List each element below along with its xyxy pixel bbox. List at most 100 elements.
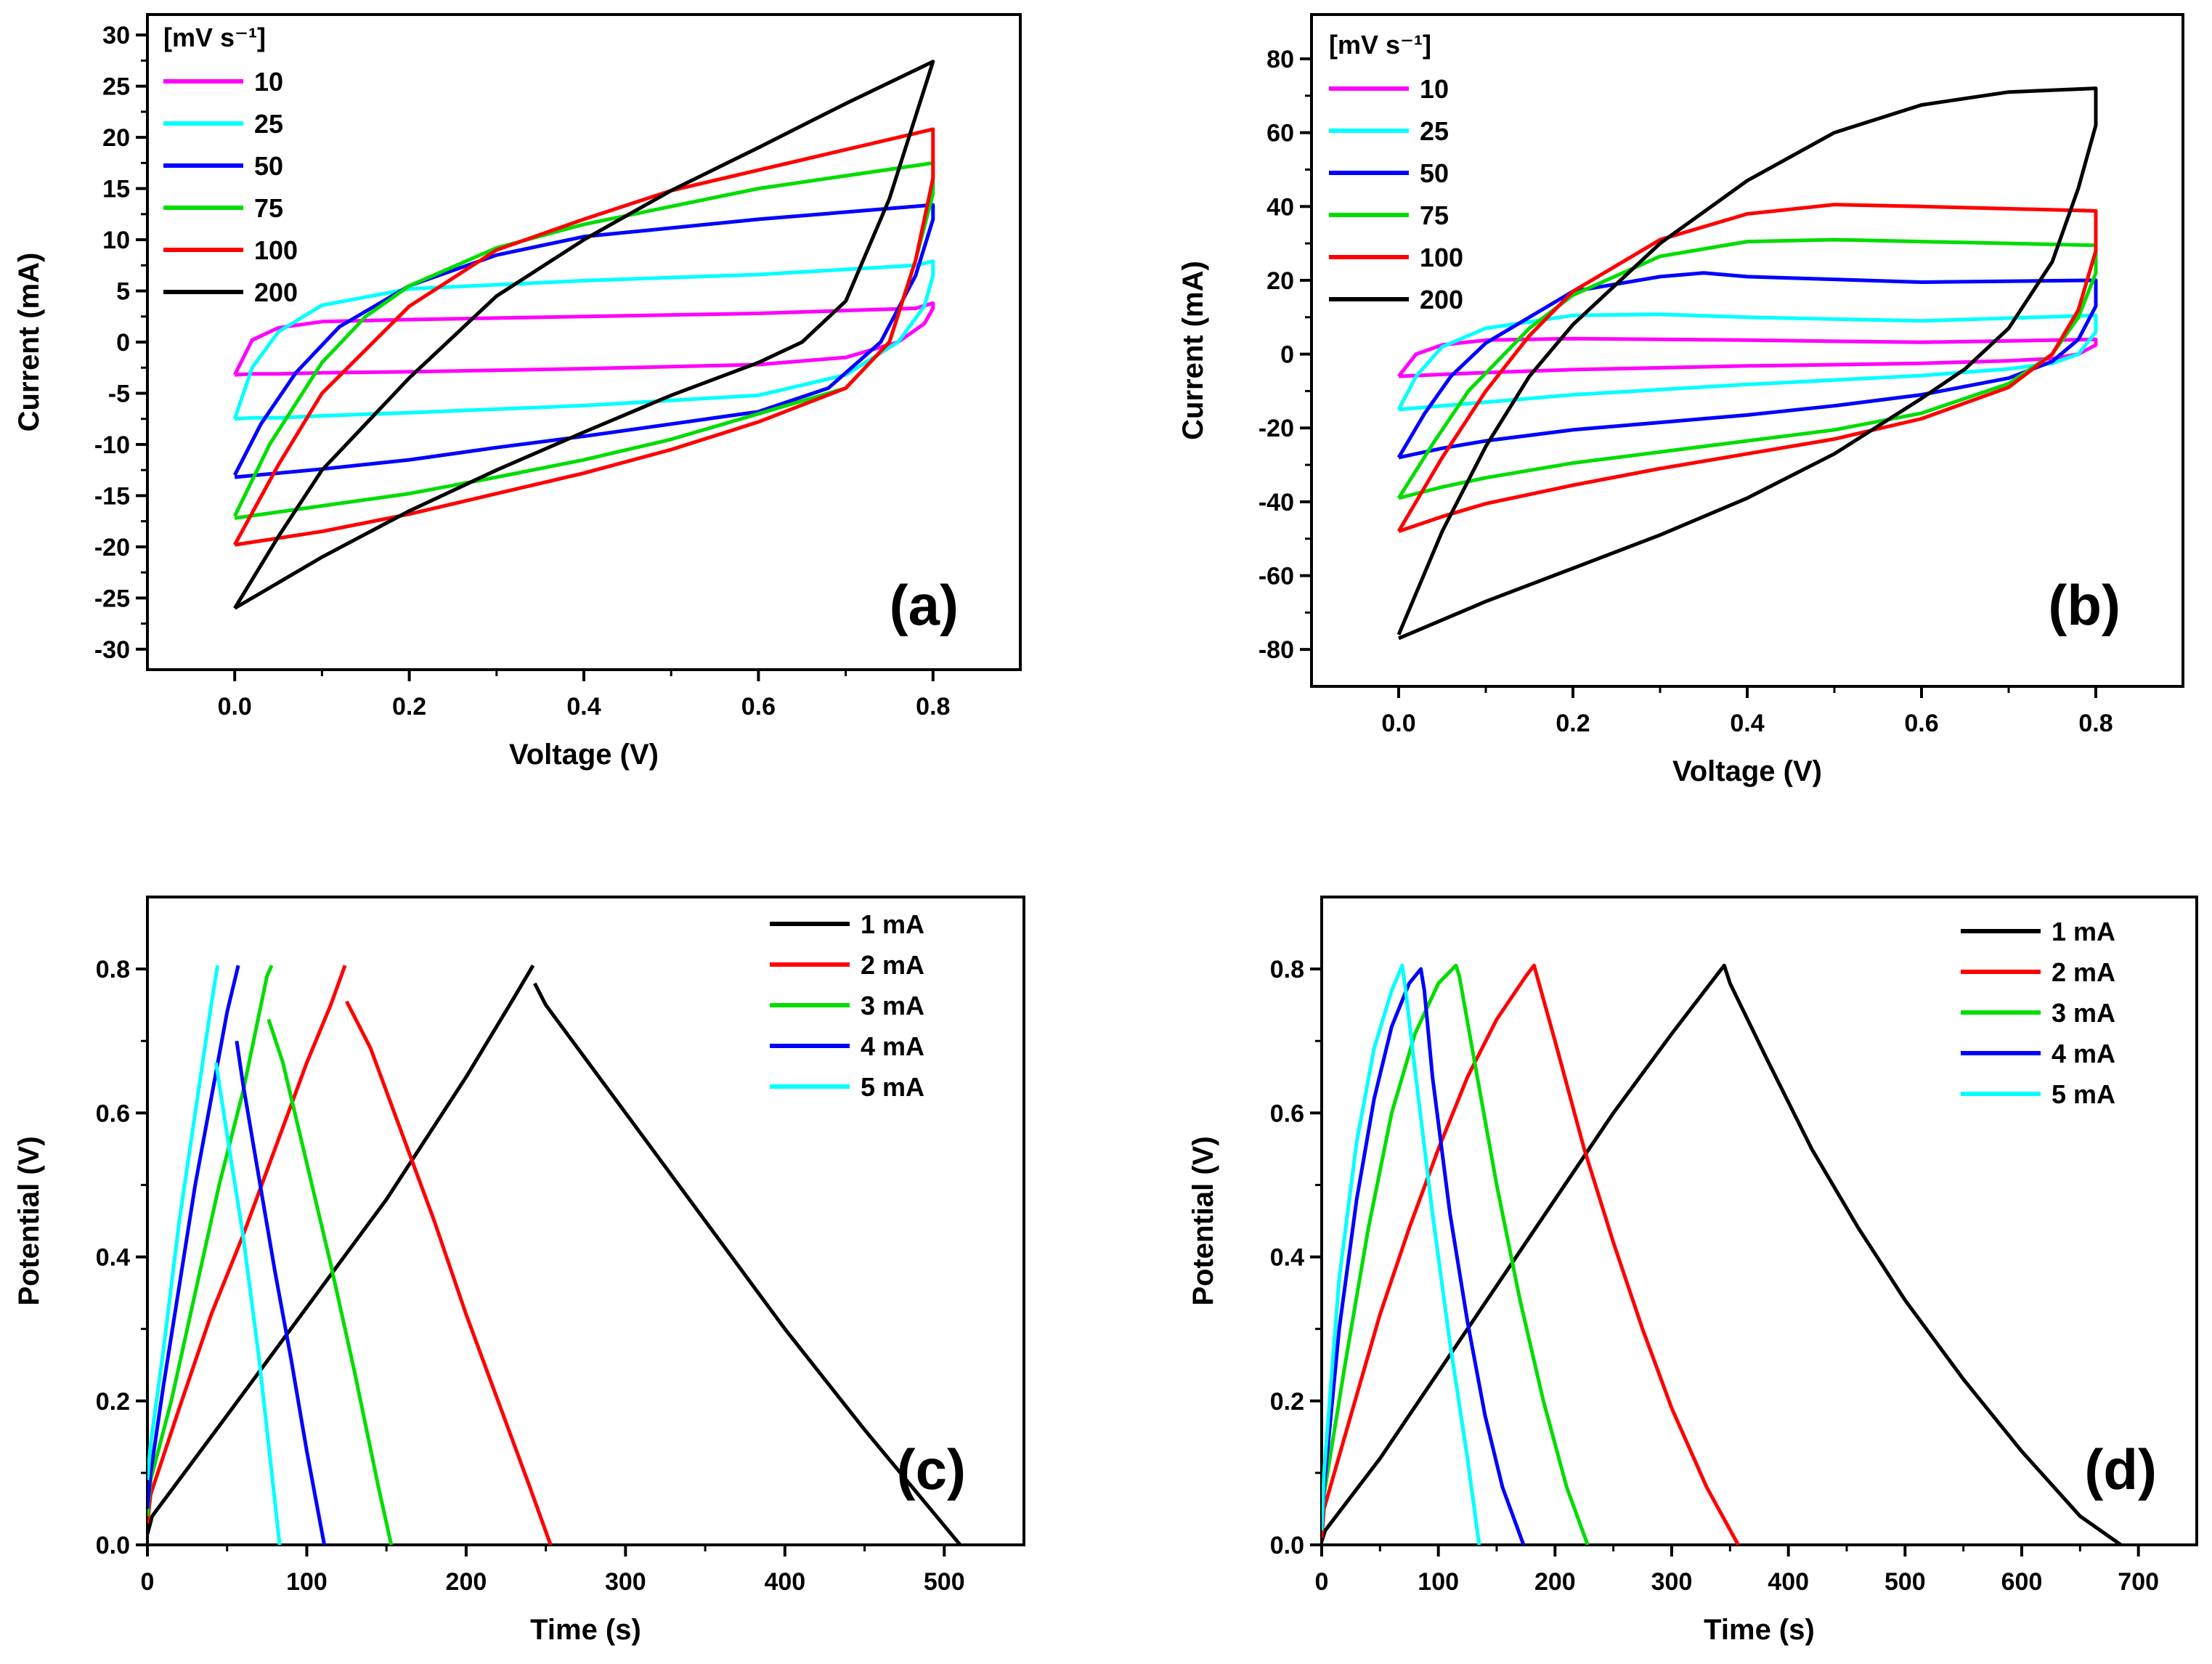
panel-a-series-25 (232, 259, 935, 421)
panel-d-series-5-mA (1322, 963, 1481, 1545)
panel-d-chart: 0 100 200 300 400 500 600 700 0.0 0.2 0.4 0.6 0.8 Tim… (1187, 896, 2198, 1646)
panel-b-x-axis-title: Voltage (V) (1672, 755, 1822, 787)
panel-a-legend-label: 75 (254, 193, 283, 223)
panel-a-y-tick-label: -20 (94, 534, 130, 561)
panel-d-x-tick-label: 200 (1534, 1568, 1576, 1596)
panel-c-series-2-mA (147, 965, 553, 1545)
panel-a-series-75 (232, 161, 935, 520)
panel-c-x-axis-title: Time (s) (530, 1614, 641, 1646)
panel-c-legend-label: 4 mA (861, 1031, 924, 1061)
panel-d-legend-label: 1 mA (2052, 917, 2115, 946)
panel-c-legend-label: 5 mA (861, 1072, 924, 1102)
panel-a-series-100 (233, 127, 935, 547)
panel-c-series-3-mA (147, 965, 394, 1545)
panel-b-series-10 (1397, 336, 2098, 378)
panel-b-legend-label: 100 (1420, 243, 1463, 272)
panel-b-y-tick-label: 0 (1280, 341, 1294, 369)
panel-a-legend-label: 100 (254, 235, 298, 265)
panel-a-x-tick-label: 0.8 (916, 693, 950, 721)
panel-b-legend-title: [mV s⁻¹] (1329, 30, 1431, 60)
panel-c-x-tick-label: 300 (605, 1568, 646, 1596)
panel-a-y-tick-label: 25 (102, 73, 130, 101)
panel-c-x-tick-label: 100 (286, 1568, 328, 1596)
panel-b-y-axis-title: Current (mA) (1177, 261, 1209, 440)
panel-a-series-10 (232, 301, 935, 377)
panel-d-x-tick-label: 400 (1768, 1568, 1809, 1596)
panel-b-legend-label: 200 (1420, 285, 1463, 314)
panel-b-x-tick-label: 0.0 (1381, 710, 1415, 737)
panel-c-y-tick-label: 0.6 (96, 1100, 130, 1127)
panel-b-label: (b) (2048, 573, 2120, 637)
panel-b-y-tick-label: -40 (1259, 489, 1294, 516)
panel-b-y-tick-label: -80 (1259, 636, 1294, 664)
panel-d-plot-frame (1320, 896, 2198, 1546)
panel-d-series-2-mA (1322, 963, 1740, 1545)
panel-d-x-tick-label: 500 (1884, 1568, 1926, 1596)
panel-b-series-50 (1396, 271, 2098, 460)
panel-b-x-tick-label: 0.4 (1730, 710, 1764, 737)
panel-d-y-tick-label: 0.6 (1270, 1100, 1304, 1127)
panel-d-y-tick-label: 0.0 (1270, 1532, 1304, 1559)
panel-d-legend-label: 3 mA (2052, 998, 2115, 1028)
panel-d-series-3-mA (1322, 963, 1590, 1545)
panel-d-label: (d) (2084, 1437, 2157, 1501)
panel-d-y-tick-label: 0.8 (1270, 956, 1304, 983)
panel-d-x-tick-label: 700 (2118, 1568, 2159, 1596)
panel-b-x-tick-label: 0.8 (2078, 710, 2113, 737)
panel-a-legend-label: 10 (254, 67, 283, 97)
panel-a-legend-label: 200 (254, 277, 298, 307)
panel-b-chart: 0.0 0.2 0.4 0.6 0.8 -80 -60 -40 -20 0 20 40 60 80 Volt… (1177, 13, 2184, 787)
panel-b-y-tick-label: 20 (1266, 267, 1294, 295)
panel-d-legend-label: 2 mA (2052, 957, 2115, 987)
panel-a-x-tick-label: 0.2 (392, 693, 426, 721)
panel-b-y-tick-label: 60 (1266, 120, 1294, 147)
panel-a-y-tick-label: 5 (116, 278, 130, 306)
panel-b-y-tick-label: 40 (1266, 193, 1294, 221)
panel-c-legend-label: 1 mA (861, 909, 924, 939)
panel-c-y-tick-label: 0.4 (96, 1244, 130, 1272)
panel-a-y-tick-label: -5 (108, 380, 130, 407)
panel-c-series-5-mA (147, 965, 282, 1545)
panel-b-x-tick-label: 0.6 (1904, 710, 1938, 737)
panel-c-series-4-mA (147, 965, 327, 1545)
panel-d-series-1-mA (1322, 963, 2123, 1545)
panel-c-x-tick-label: 200 (446, 1568, 487, 1596)
panel-c-plot-frame (146, 896, 1025, 1546)
panel-b-y-tick-label: -20 (1259, 415, 1294, 442)
panel-a-series-200 (233, 60, 935, 610)
panel-d-x-axis-title: Time (s) (1704, 1614, 1815, 1646)
panel-d-y-tick-label: 0.4 (1270, 1244, 1304, 1272)
panel-a-x-tick-label: 0.0 (218, 693, 252, 721)
panel-a-label: (a) (890, 573, 959, 637)
panel-c-x-tick-label: 0 (141, 1568, 155, 1596)
panel-b-legend-label: 10 (1420, 74, 1449, 104)
panel-a-x-axis-title: Voltage (V) (509, 739, 659, 771)
panel-d-x-tick-label: 100 (1418, 1568, 1459, 1596)
panel-c-y-axis-title: Potential (V) (13, 1136, 45, 1305)
panel-d-legend-label: 5 mA (2052, 1079, 2115, 1109)
panel-c-y-tick-label: 0.0 (96, 1532, 130, 1559)
panel-a-y-tick-label: 0 (116, 329, 130, 357)
panel-c-label: (c) (897, 1437, 966, 1501)
panel-a-legend-label: 25 (254, 109, 283, 139)
panel-a-y-tick-label: -15 (94, 482, 130, 510)
panel-b-y-tick-label: 80 (1266, 46, 1294, 73)
panel-a-y-axis-title: Current (mA) (13, 253, 45, 432)
panel-b-legend-label: 25 (1420, 116, 1449, 146)
panel-a-legend-label: 50 (254, 151, 283, 181)
panel-d-x-tick-label: 600 (2001, 1568, 2043, 1596)
panel-c-legend-label: 2 mA (861, 950, 924, 980)
panel-d-legend-label: 4 mA (2052, 1039, 2115, 1068)
panel-a-legend-title: [mV s⁻¹] (163, 23, 266, 52)
panel-b-x-tick-label: 0.2 (1556, 710, 1590, 737)
panel-a-y-tick-label: -10 (94, 431, 130, 459)
panel-a-chart: 0.0 0.2 0.4 0.6 0.8 -30 -25 -20 -15 -10 -5 0 5 10 15 20… (13, 13, 1022, 771)
panel-d-x-tick-label: 0 (1315, 1568, 1329, 1596)
panel-c-y-tick-label: 0.2 (96, 1388, 130, 1416)
panel-b-series-25 (1396, 312, 2098, 412)
panel-a-y-tick-label: 10 (102, 227, 130, 254)
panel-b-series-100 (1396, 203, 2098, 533)
panel-a-x-tick-label: 0.4 (566, 693, 601, 721)
panel-b-legend-label: 75 (1420, 200, 1449, 230)
